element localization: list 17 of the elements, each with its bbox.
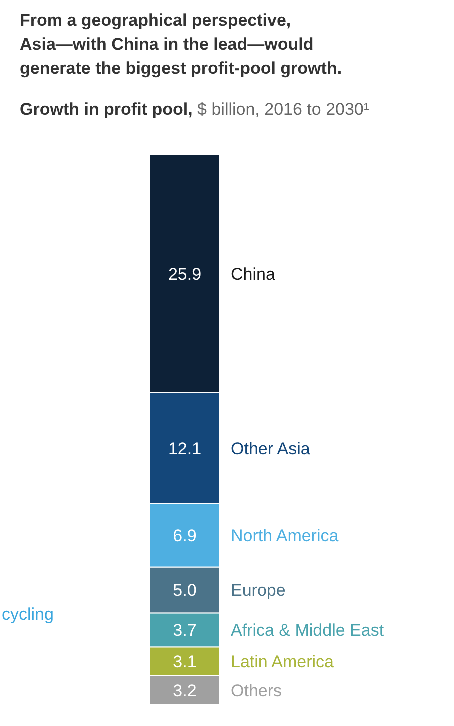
data-label: 3.1 [173,652,197,672]
data-label: 12.1 [168,439,202,458]
text: cycling [2,605,54,624]
series-label: North America [231,526,340,546]
series-label: Latin America [231,652,335,672]
data-label: 25.9 [168,264,202,284]
data-label: 3.7 [173,621,197,640]
data-label: 6.9 [173,526,197,546]
series-label: Other Asia [231,439,311,458]
data-label: 3.2 [173,681,197,700]
chart-subtitle: Growth in profit pool, $ billion, 2016 to 2030¹ [20,100,370,119]
series-label: Europe [231,581,286,600]
chart-title: From a geographical perspective, Asia—with China in the lead—would generate the biggest profit-pool growth. [20,11,342,78]
data-label: 5.0 [173,581,197,600]
series-label: China [231,264,276,284]
series-label: Africa & Middle East [231,621,384,640]
series-label: Others [231,681,282,700]
